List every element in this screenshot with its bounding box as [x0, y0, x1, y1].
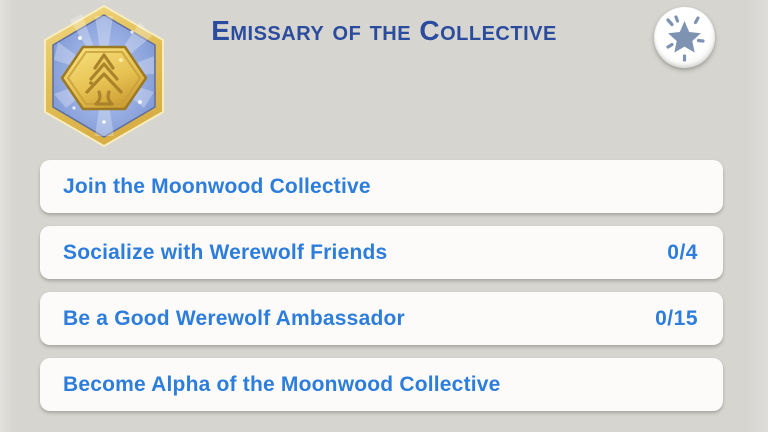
goal-row-become-alpha[interactable]: Become Alpha of the Moonwood Collective: [40, 358, 723, 411]
goal-row-socialize-werewolf-friends[interactable]: Socialize with Werewolf Friends 0/4: [40, 226, 723, 279]
goal-progress: 0/4: [667, 240, 698, 264]
goal-row-good-werewolf-ambassador[interactable]: Be a Good Werewolf Ambassador 0/15: [40, 292, 723, 345]
star-icon: [654, 7, 715, 68]
goal-row-join-collective[interactable]: Join the Moonwood Collective: [40, 160, 723, 213]
goal-label: Socialize with Werewolf Friends: [63, 240, 388, 264]
goal-label: Join the Moonwood Collective: [63, 174, 371, 198]
goal-progress: 0/15: [655, 306, 698, 330]
goal-label: Be a Good Werewolf Ambassador: [63, 306, 405, 330]
goal-label: Become Alpha of the Moonwood Collective: [63, 372, 501, 396]
aspiration-badge-icon: [40, 4, 168, 148]
aspiration-star-button[interactable]: [654, 7, 715, 68]
goal-list: Join the Moonwood Collective Socialize w…: [40, 160, 723, 424]
aspiration-title: Emissary of the Collective: [211, 15, 557, 46]
